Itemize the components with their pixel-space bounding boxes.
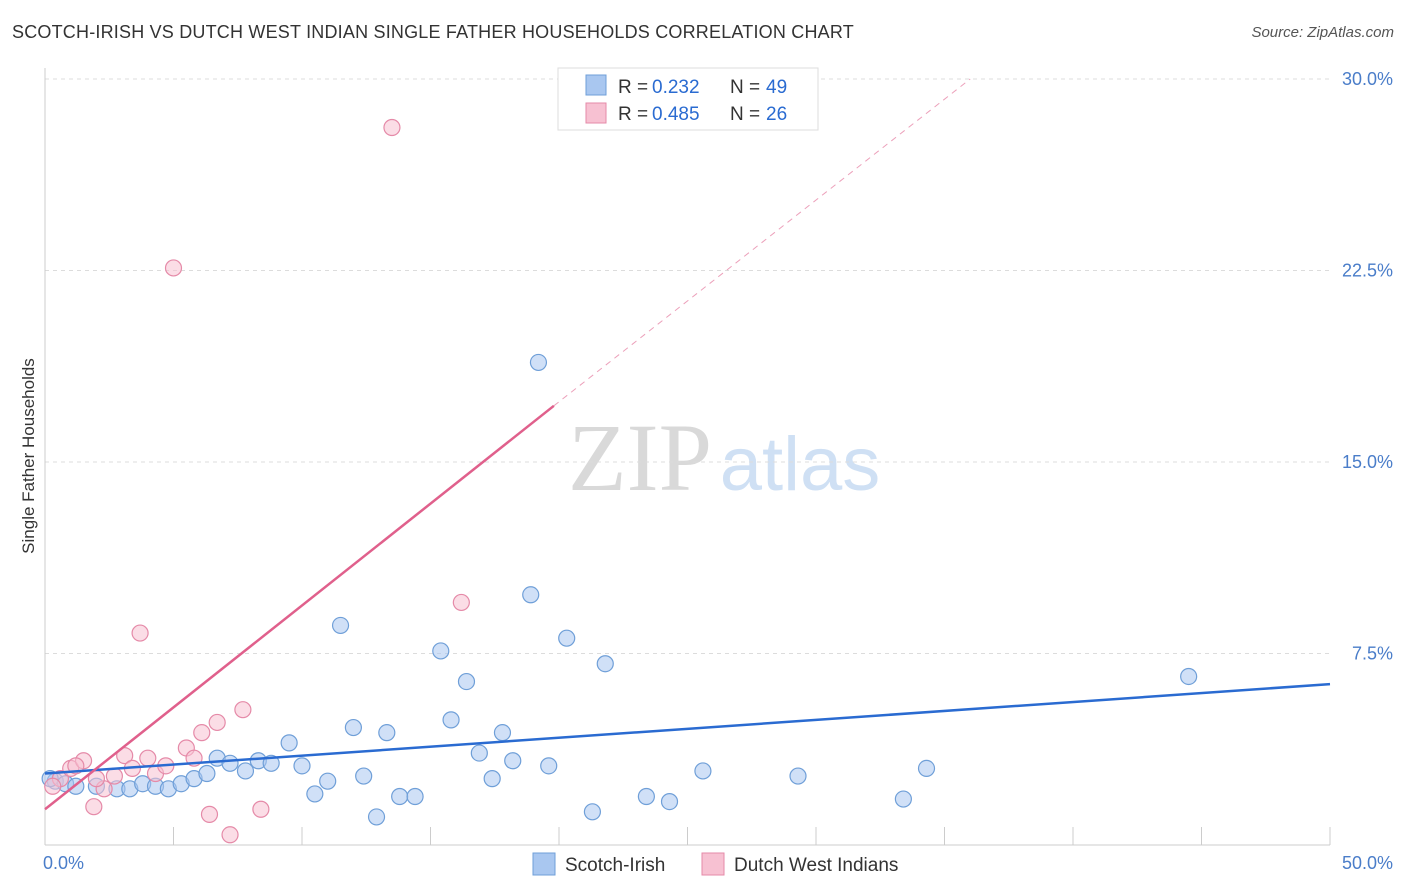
point-series-0-29 (442, 711, 460, 729)
legend-r-label-2: R = (618, 104, 648, 125)
y-tick-label-3: 30.0% (1342, 69, 1393, 89)
x-tick-label-0: 0.0% (43, 853, 84, 873)
point-series-0-20 (319, 772, 337, 790)
legend-n-label-1: N = (730, 77, 760, 98)
point-series-1-9 (139, 749, 157, 767)
point-series-1-5 (105, 767, 123, 785)
trend-line-series-0 (44, 682, 1331, 775)
legend-n-label-2: N = (730, 104, 760, 125)
point-series-1-21 (383, 118, 401, 137)
point-series-0-35 (522, 586, 540, 604)
x-tick-label-1: 50.0% (1342, 853, 1393, 873)
axes (44, 68, 1331, 846)
y-tick-label-1: 15.0% (1342, 452, 1393, 472)
point-series-0-39 (583, 803, 602, 821)
point-series-0-14 (236, 762, 255, 780)
legend-n-value-1: 49 (766, 77, 787, 98)
point-series-0-45 (894, 790, 912, 808)
point-series-0-33 (493, 724, 512, 742)
point-series-0-17 (280, 734, 298, 752)
point-series-0-44 (789, 767, 807, 785)
point-series-1-24 (44, 777, 62, 795)
trend-lines (44, 78, 1331, 811)
point-series-0-18 (293, 757, 311, 775)
point-series-0-32 (483, 770, 501, 788)
data-points (41, 118, 1198, 844)
legend-r-value-2: 0.485 (652, 104, 700, 125)
point-series-0-22 (344, 718, 362, 737)
tick-labels: 7.5% 15.0% 22.5% 30.0% 0.0% 50.0% (43, 69, 1393, 873)
point-series-1-22 (452, 593, 470, 612)
bottom-legend-swatch-scotch-irish (532, 852, 556, 876)
point-series-0-43 (694, 762, 712, 780)
point-series-0-19 (306, 785, 324, 803)
legend-n-value-2: 26 (766, 104, 787, 125)
chart-source: Source: ZipAtlas.com (1251, 24, 1394, 41)
point-series-0-47 (1180, 667, 1198, 686)
point-series-0-27 (406, 787, 424, 806)
legend-r-value-1: 0.232 (652, 77, 700, 98)
point-series-1-19 (234, 701, 252, 719)
point-series-1-17 (208, 713, 226, 732)
watermark-atlas: atlas (720, 422, 881, 507)
watermark: ZIP atlas (568, 404, 880, 511)
point-series-0-42 (660, 792, 679, 811)
point-series-1-3 (85, 798, 103, 816)
point-series-0-36 (529, 353, 548, 372)
point-series-0-34 (504, 752, 522, 770)
legend-swatch-scotch-irish (585, 74, 607, 96)
bottom-legend-label-dutch-west-indians: Dutch West Indians (734, 855, 898, 876)
gridlines (45, 78, 1330, 654)
point-series-1-16 (200, 805, 219, 823)
point-series-0-37 (540, 757, 558, 775)
point-series-0-31 (470, 744, 488, 762)
point-series-0-46 (917, 759, 936, 778)
point-series-0-23 (355, 767, 373, 785)
point-series-1-20 (252, 800, 270, 818)
point-series-0-13 (221, 754, 239, 772)
legend-bottom: Scotch-Irish Dutch West Indians (532, 852, 898, 876)
watermark-zip: ZIP (568, 404, 712, 511)
bottom-legend-label-scotch-irish: Scotch-Irish (565, 855, 665, 876)
point-series-0-25 (378, 724, 396, 742)
point-series-0-38 (558, 629, 576, 647)
point-series-0-40 (596, 655, 614, 673)
point-series-0-28 (432, 642, 450, 660)
y-axis-label: Single Father Households (19, 358, 38, 554)
point-series-0-26 (391, 787, 409, 806)
trend-line-series-1 (44, 404, 555, 811)
chart-title: SCOTCH-IRISH VS DUTCH WEST INDIAN SINGLE… (12, 22, 854, 42)
point-series-0-24 (367, 808, 386, 826)
point-series-1-8 (131, 624, 149, 642)
point-series-0-11 (198, 764, 216, 783)
bottom-legend-swatch-dutch-west-indians (701, 852, 725, 876)
legend-swatch-dutch-west-indians (585, 102, 607, 124)
legend-r-label-1: R = (618, 77, 648, 98)
point-series-1-15 (193, 724, 211, 742)
legend-top: R = 0.232 N = 49 R = 0.485 N = 26 (557, 67, 819, 131)
y-tick-label-0: 7.5% (1352, 644, 1393, 664)
point-series-0-41 (637, 787, 655, 806)
y-tick-label-2: 22.5% (1342, 261, 1393, 281)
trend-extension-series-1 (553, 78, 971, 407)
point-series-0-21 (331, 616, 350, 635)
point-series-1-18 (221, 826, 239, 844)
point-series-1-12 (164, 259, 183, 277)
point-series-0-30 (457, 672, 476, 691)
